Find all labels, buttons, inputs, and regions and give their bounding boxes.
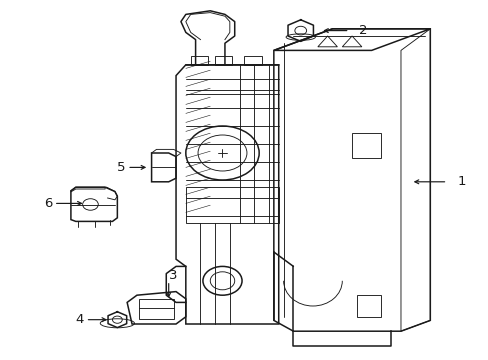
Text: 6: 6 bbox=[44, 197, 52, 210]
Text: 5: 5 bbox=[117, 161, 125, 174]
Text: 2: 2 bbox=[359, 24, 367, 37]
Text: 3: 3 bbox=[168, 269, 177, 282]
Bar bbox=[351, 133, 381, 158]
Bar bbox=[244, 56, 261, 65]
Bar bbox=[356, 295, 381, 317]
Text: 1: 1 bbox=[456, 175, 465, 188]
Bar bbox=[139, 299, 173, 319]
Text: 4: 4 bbox=[76, 313, 84, 326]
Bar bbox=[190, 56, 207, 65]
Bar bbox=[185, 187, 278, 223]
Bar bbox=[215, 56, 232, 65]
